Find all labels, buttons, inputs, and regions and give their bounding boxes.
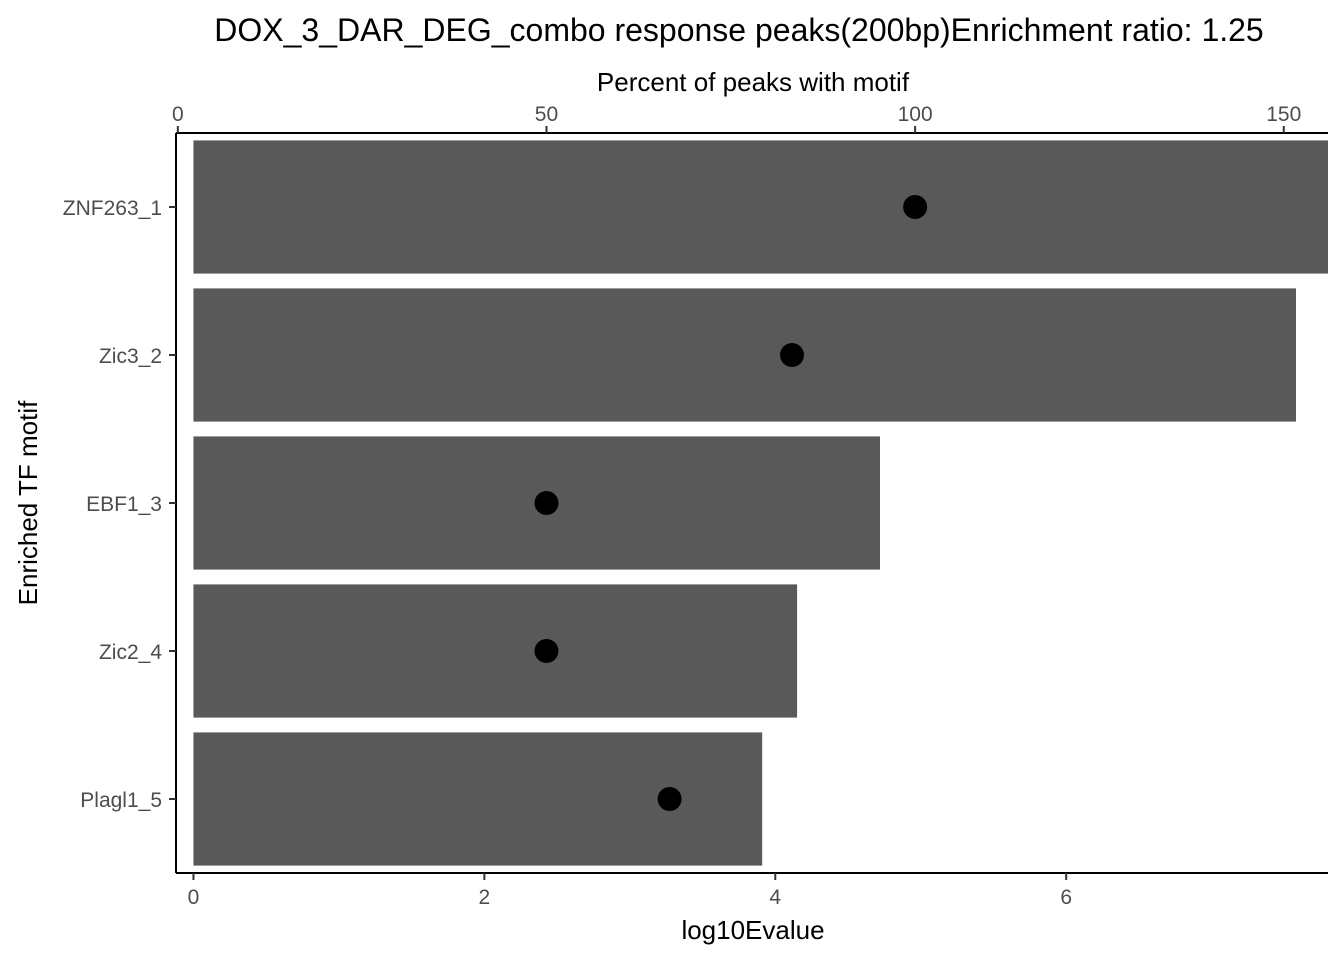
bottom-axis-title: log10Evalue <box>681 915 824 945</box>
y-tick-label-Zic3_2: Zic3_2 <box>99 345 162 368</box>
bar-Zic3_2 <box>193 288 1296 421</box>
top-tick-label-100: 100 <box>898 103 933 126</box>
top-axis-title: Percent of peaks with motif <box>597 67 910 97</box>
bars-layer <box>193 140 1328 865</box>
bottom-tick-label-0: 0 <box>188 886 200 909</box>
point-Zic2_4 <box>534 639 558 663</box>
bottom-tick-label-2: 2 <box>479 886 491 909</box>
y-axis-title: Enriched TF motif <box>13 400 43 605</box>
chart-title: DOX_3_DAR_DEG_combo response peaks(200bp… <box>214 12 1263 48</box>
top-tick-label-150: 150 <box>1266 103 1301 126</box>
y-tick-label-EBF1_3: EBF1_3 <box>86 493 162 516</box>
y-tick-label-Zic2_4: Zic2_4 <box>99 641 162 664</box>
point-ZNF263_1 <box>903 195 927 219</box>
top-tick-label-50: 50 <box>535 103 558 126</box>
bottom-tick-label-6: 6 <box>1060 886 1072 909</box>
y-tick-label-ZNF263_1: ZNF263_1 <box>63 197 162 220</box>
y-tick-label-Plagl1_5: Plagl1_5 <box>80 789 162 812</box>
point-EBF1_3 <box>534 491 558 515</box>
top-tick-label-0: 0 <box>172 103 184 126</box>
bar-ZNF263_1 <box>193 140 1328 273</box>
point-Plagl1_5 <box>658 787 682 811</box>
bottom-tick-label-4: 4 <box>769 886 781 909</box>
bar-Zic2_4 <box>193 584 797 717</box>
point-Zic3_2 <box>780 343 804 367</box>
